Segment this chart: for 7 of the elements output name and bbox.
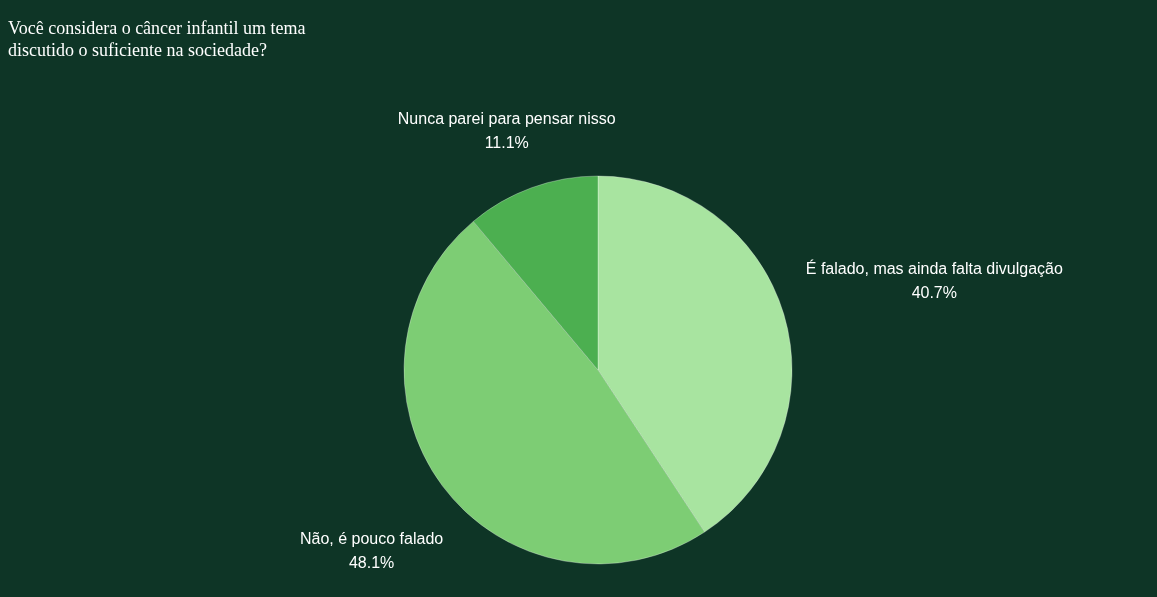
data-label: 48.1%: [348, 553, 395, 571]
data-label: 11.1%: [484, 134, 529, 152]
text: Você considera o câncer infantil um tema discutido o suficiente na sociedade?: [8, 18, 306, 60]
slice-label: Não, é pouco falado: [299, 529, 444, 547]
slice-label: Nunca parei para pensar nisso: [397, 110, 616, 128]
slice-label: É falado, mas ainda falta divulgação: [805, 259, 1063, 278]
data-label: 40.7%: [911, 284, 958, 302]
